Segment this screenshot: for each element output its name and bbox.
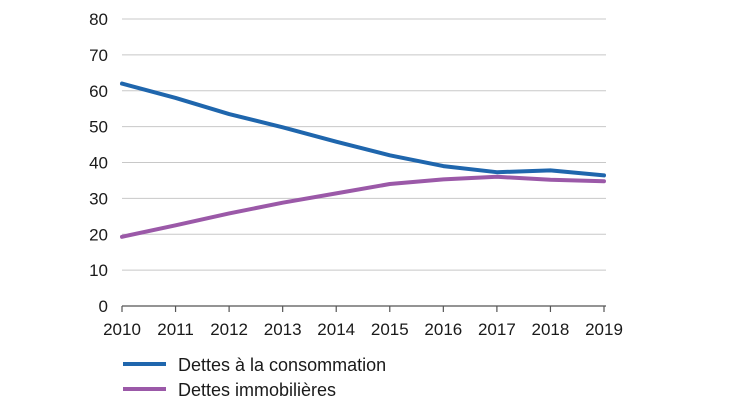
legend-label-1: Dettes à la consommation (178, 355, 386, 375)
legend: Dettes à la consommation Dettes immobiliè… (123, 355, 386, 400)
x-tick-label: 2018 (532, 320, 570, 339)
legend-label-2: Dettes immobilières (178, 380, 336, 400)
y-tick-label: 50 (89, 118, 108, 137)
x-tick-label: 2017 (478, 320, 516, 339)
y-tick-labels: 0 10 20 30 40 50 60 70 80 (89, 10, 108, 316)
axes (121, 305, 606, 312)
y-tick-label: 40 (89, 154, 108, 173)
y-tick-label: 80 (89, 10, 108, 29)
x-tick-label: 2015 (371, 320, 409, 339)
y-tick-label: 20 (89, 225, 108, 244)
y-tick-label: 60 (89, 82, 108, 101)
x-tick-label: 2019 (585, 320, 623, 339)
x-tick-label: 2010 (103, 320, 141, 339)
y-tick-label: 70 (89, 46, 108, 65)
gridlines (122, 18, 606, 271)
x-tick-label: 2012 (210, 320, 248, 339)
y-tick-label: 10 (89, 261, 108, 280)
x-tick-labels: 2010 2011 2012 2013 2014 2015 2016 2017 2018 2019 (103, 320, 623, 339)
series-line-1 (120, 81, 606, 178)
series-lines (120, 81, 606, 239)
x-tick-label: 2011 (157, 320, 194, 339)
x-tick-label: 2016 (424, 320, 462, 339)
x-tick-label: 2013 (264, 320, 302, 339)
y-tick-label: 0 (99, 297, 108, 316)
y-tick-label: 30 (89, 189, 108, 208)
series-line-2 (120, 174, 606, 239)
x-tick-label: 2014 (317, 320, 355, 339)
